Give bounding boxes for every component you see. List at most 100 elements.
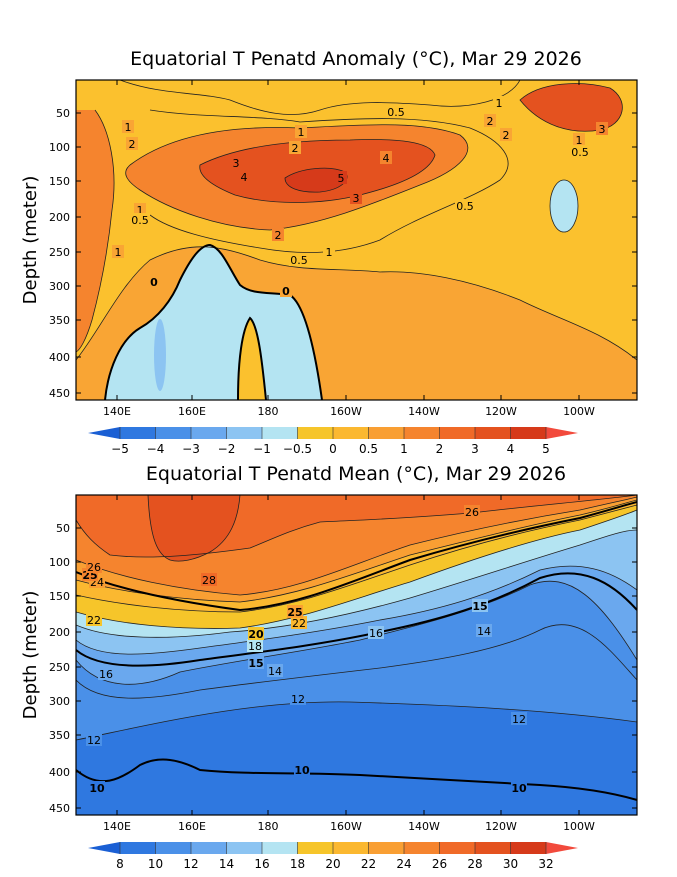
colorbar-label: −1 — [253, 442, 271, 456]
x-tick-label: 120W — [485, 820, 517, 833]
anomaly-label-1e: 1 — [125, 121, 132, 134]
mean-panel: Equatorial T Penatd Mean (°C), Mar 29 20… — [20, 463, 638, 871]
colorbar-label: −2 — [218, 442, 236, 456]
y-tick-label: 350 — [49, 729, 70, 742]
colorbar-swatch — [439, 427, 476, 439]
anomaly-upper-band — [120, 80, 520, 115]
mean-label-26: 26 — [87, 561, 101, 574]
colorbar-swatch — [510, 842, 547, 854]
x-tick-label: 140W — [408, 820, 440, 833]
x-tick-label: 160E — [178, 405, 206, 418]
mean-label-10: 10 — [89, 782, 105, 795]
anomaly-ylabel: Depth (meter) — [20, 176, 41, 305]
mean-label-10c: 10 — [511, 782, 527, 795]
colorbar-swatch — [155, 427, 192, 439]
colorbar-swatch — [155, 842, 192, 854]
colorbar-label: 18 — [290, 857, 305, 871]
anomaly-label-2b: 2 — [275, 229, 282, 242]
mean-label-18: 18 — [248, 640, 262, 653]
y-tick-label: 400 — [49, 351, 70, 364]
anomaly-plot-frame — [75, 79, 638, 401]
colorbar-label: −4 — [147, 442, 165, 456]
colorbar-label: −0.5 — [283, 442, 312, 456]
mean-label-16: 16 — [99, 668, 113, 681]
anomaly-warm-tongue — [238, 318, 266, 400]
anomaly-label-5: 5 — [338, 172, 345, 185]
colorbar-swatch — [475, 427, 511, 439]
colorbar-swatch — [333, 842, 369, 854]
mean-label-12b: 12 — [291, 693, 305, 706]
x-tick-label: 160W — [330, 405, 362, 418]
x-tick-label: 180 — [258, 405, 279, 418]
colorbar-label: 1 — [400, 442, 408, 456]
colorbar-swatch — [88, 842, 120, 854]
y-tick-label: 400 — [49, 766, 70, 779]
y-tick-label: 200 — [49, 626, 70, 639]
colorbar-swatch — [297, 427, 334, 439]
mean-label-22b: 22 — [292, 617, 306, 630]
anomaly-east-cold — [550, 180, 578, 232]
colorbar-label: 32 — [538, 857, 553, 871]
x-tick-label: 160E — [178, 820, 206, 833]
y-tick-label: 100 — [49, 556, 70, 569]
colorbar-swatch — [88, 427, 120, 439]
x-tick-label: 140W — [408, 405, 440, 418]
anomaly-field: 0.5 1 2 3 4 5 0 0 0.5 0.5 2 3 4 3 1 2 1 … — [76, 80, 637, 400]
mean-label-28: 28 — [202, 574, 216, 587]
colorbar-label: −3 — [182, 442, 200, 456]
anomaly-label-1d: 1 — [576, 134, 583, 147]
y-tick-label: 50 — [56, 522, 70, 535]
mean-label-12c: 12 — [512, 713, 526, 726]
anomaly-label-0.5e: 0.5 — [131, 214, 149, 227]
anomaly-contour-labels: 0.5 1 2 3 4 5 0 0 0.5 0.5 2 3 4 3 1 2 1 … — [112, 96, 608, 298]
anomaly-label-3c: 3 — [353, 192, 360, 205]
colorbar-label: 26 — [432, 857, 447, 871]
anomaly-panel: Equatorial T Penatd Anomaly (°C), Mar 29… — [20, 48, 638, 456]
colorbar-label: 12 — [183, 857, 198, 871]
colorbar-swatch — [404, 427, 440, 439]
colorbar-swatch — [226, 842, 263, 854]
y-tick-label: 300 — [49, 280, 70, 293]
mean-label-10b: 10 — [294, 764, 310, 777]
mean-label-22: 22 — [87, 614, 101, 627]
mean-ylabel: Depth (meter) — [20, 591, 41, 720]
anomaly-label-4b: 4 — [241, 171, 248, 184]
colorbar-label: −5 — [111, 442, 129, 456]
mean-label-25b: 25 — [287, 606, 302, 619]
mean-plot-frame — [75, 494, 638, 816]
mean-label-16b: 16 — [369, 627, 383, 640]
x-tick-label: 120W — [485, 405, 517, 418]
mean-contour-labels: 10 10 10 12 12 12 14 14 15 15 16 16 18 2… — [82, 505, 527, 795]
colorbar-label: 3 — [471, 442, 479, 456]
mean-label-14: 14 — [268, 665, 282, 678]
colorbar-label: 10 — [148, 857, 163, 871]
y-tick-label: 150 — [49, 590, 70, 603]
mean-label-26b: 26 — [465, 506, 479, 519]
colorbar-swatch — [297, 842, 334, 854]
x-tick-label: 100W — [563, 820, 595, 833]
colorbar-label: 20 — [325, 857, 340, 871]
colorbar-swatch — [262, 842, 298, 854]
anomaly-zero-contour — [104, 243, 323, 400]
mean-title: Equatorial T Penatd Mean (°C), Mar 29 20… — [146, 463, 566, 485]
anomaly-east-warm — [520, 83, 623, 132]
anomaly-contour-lines — [76, 80, 637, 361]
colorbar-swatch — [120, 842, 156, 854]
mean-label-15: 15 — [248, 657, 263, 670]
mean-contour-lines — [76, 495, 637, 741]
anomaly-label-1g: 1 — [115, 246, 122, 259]
anomaly-label-0.5: 0.5 — [387, 106, 405, 119]
anomaly-title: Equatorial T Penatd Anomaly (°C), Mar 29… — [130, 48, 582, 70]
mean-label-12: 12 — [87, 734, 101, 747]
mean-label-20: 20 — [248, 628, 264, 641]
anomaly-label-0: 0 — [150, 276, 158, 289]
anomaly-label-3b: 3 — [233, 157, 240, 170]
anomaly-label-2d: 2 — [503, 129, 510, 142]
colorbar-label: 0 — [329, 442, 337, 456]
colorbar-swatch — [120, 427, 156, 439]
y-tick-label: 250 — [49, 246, 70, 259]
colorbar-label: 28 — [467, 857, 482, 871]
y-tick-label: 50 — [56, 107, 70, 120]
colorbar-swatch — [191, 842, 227, 854]
y-tick-label: 300 — [49, 695, 70, 708]
